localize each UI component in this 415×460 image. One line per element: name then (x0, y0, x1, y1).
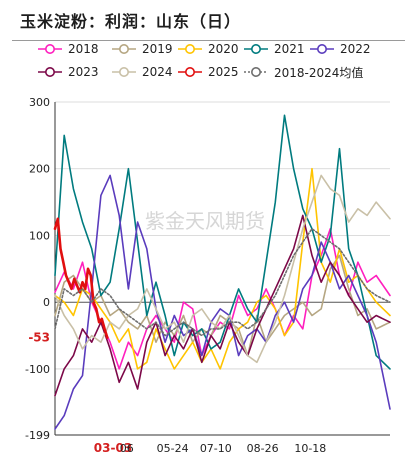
legend-label: 2023 (68, 65, 99, 79)
legend-label: 2021 (274, 42, 305, 56)
y-tick-label: -100 (25, 363, 50, 376)
legend-label: 2025 (208, 65, 239, 79)
y-tick-label: -199 (25, 429, 50, 442)
legend-symbol-icon (310, 44, 334, 54)
legend-label: 2024 (142, 65, 173, 79)
title-divider (12, 40, 405, 41)
x-tick-label: 06 (120, 442, 134, 455)
x-highlight-label: 03-03 (94, 441, 132, 455)
legend-item-2018[interactable]: 2018 (38, 41, 99, 57)
legend-item-2025[interactable]: 2025 (178, 64, 239, 80)
legend-symbol-icon (112, 44, 136, 54)
legend-label: 2020 (208, 42, 239, 56)
latest-value-label: -53 (28, 331, 50, 345)
series-line-2020 (54, 167, 391, 370)
y-tick-label: 0 (43, 296, 50, 309)
x-tick-label: 10-18 (294, 442, 326, 455)
legend-item-2021[interactable]: 2021 (244, 41, 305, 57)
chart-legend: 2018 2019 2020 2021 2022 2023 2024 2025 2018-202… (0, 0, 415, 100)
series-line-2023 (54, 214, 391, 397)
series-line-2019 (54, 254, 391, 357)
y-tick-label: 200 (29, 163, 50, 176)
legend-item-2018-2024均值[interactable]: 2018-2024均值 (244, 64, 363, 80)
x-tick-label: 08-26 (247, 442, 279, 455)
legend-symbol-icon (38, 44, 62, 54)
legend-item-2019[interactable]: 2019 (112, 41, 173, 57)
legend-item-2024[interactable]: 2024 (112, 64, 173, 80)
legend-symbol-icon (178, 44, 202, 54)
series-line-2025 (53, 217, 109, 339)
legend-item-2020[interactable]: 2020 (178, 41, 239, 57)
y-axis-tick-labels: 300 200 100 0 -100 -199 -53 (25, 96, 50, 442)
legend-symbol-icon (38, 67, 62, 77)
legend-symbol-icon (178, 67, 202, 77)
series-lines (53, 114, 391, 430)
legend-label: 2018 (68, 42, 99, 56)
legend-item-2022[interactable]: 2022 (310, 41, 371, 57)
legend-label: 2018-2024均值 (274, 65, 364, 80)
legend-symbol-icon (112, 67, 136, 77)
legend-symbol-icon (244, 67, 268, 77)
x-tick-label: 07-10 (200, 442, 232, 455)
legend-label: 2022 (340, 42, 371, 56)
legend-item-2023[interactable]: 2023 (38, 64, 99, 80)
series-line-2018-2024均值 (54, 228, 391, 337)
watermark-text: 紫金天风期货 (145, 209, 265, 233)
legend-symbol-icon (244, 44, 268, 54)
series-line-2021 (54, 114, 391, 370)
chart-title: 玉米淀粉：利润：山东（日） (20, 12, 242, 31)
series-line-2024 (54, 174, 391, 364)
y-tick-label: 100 (29, 229, 50, 242)
legend-label: 2019 (142, 42, 173, 56)
x-tick-label: 05-24 (157, 442, 189, 455)
y-tick-label: 300 (29, 96, 50, 109)
